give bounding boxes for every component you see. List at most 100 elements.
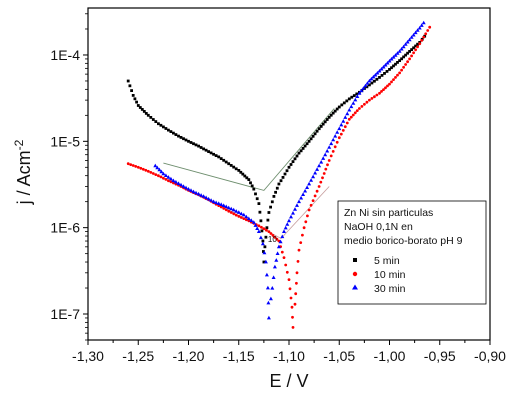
data-point	[167, 128, 170, 132]
data-point	[343, 125, 347, 129]
data-point	[401, 44, 406, 49]
data-point	[367, 78, 372, 83]
data-point	[391, 55, 396, 59]
data-point	[396, 61, 399, 64]
data-point	[355, 109, 359, 112]
data-point	[304, 220, 308, 224]
legend-entry-30-min: 30 min	[352, 283, 406, 295]
data-point	[311, 134, 315, 138]
data-point	[303, 144, 307, 148]
legend-label-5-min: 5 min	[374, 255, 400, 267]
series-1	[126, 34, 427, 264]
data-point	[333, 145, 337, 149]
data-point	[386, 84, 389, 88]
data-point	[242, 217, 246, 221]
data-point	[256, 229, 261, 233]
data-point	[378, 76, 381, 79]
data-point	[255, 197, 259, 201]
data-point	[394, 62, 397, 66]
legend-title-line-1: Zn Ni sin particulas	[344, 207, 433, 219]
data-point	[262, 227, 266, 231]
data-point	[204, 195, 209, 200]
data-point	[267, 211, 271, 214]
data-point	[350, 95, 354, 99]
data-point	[209, 151, 213, 155]
data-point	[299, 241, 303, 245]
data-point	[412, 51, 415, 55]
data-point	[319, 180, 323, 184]
data-point	[319, 125, 323, 128]
data-point	[275, 251, 280, 255]
data-point	[411, 32, 416, 37]
data-point	[263, 259, 268, 264]
data-point	[368, 98, 371, 102]
data-point	[341, 129, 345, 132]
data-point	[168, 176, 173, 181]
data-point	[297, 199, 301, 204]
data-point	[307, 181, 312, 186]
data-point	[262, 260, 266, 264]
data-point	[209, 198, 214, 202]
y-tick-labels: 1E-7 1E-6 1E-5 1E-4	[50, 47, 80, 322]
data-point	[294, 292, 298, 296]
data-point	[252, 187, 256, 191]
data-point	[291, 315, 294, 319]
data-point	[131, 94, 135, 97]
data-point	[311, 174, 316, 179]
data-point	[342, 101, 346, 105]
data-point	[251, 220, 256, 224]
data-point	[337, 105, 341, 109]
data-point	[129, 163, 133, 167]
data-point	[317, 127, 321, 131]
data-point	[335, 107, 339, 111]
data-point	[254, 192, 257, 196]
data-point	[271, 234, 275, 237]
data-point	[369, 76, 374, 81]
data-point	[424, 32, 428, 36]
data-point	[287, 218, 291, 223]
data-point	[323, 120, 327, 124]
data-point	[171, 178, 176, 183]
data-point	[135, 100, 138, 104]
data-point	[239, 211, 244, 216]
data-point	[172, 131, 175, 135]
data-point	[275, 237, 279, 241]
data-point	[161, 171, 166, 176]
data-point	[313, 132, 317, 136]
x-tick-label: -1,05	[323, 348, 355, 364]
data-point	[406, 60, 409, 64]
data-point	[186, 187, 191, 191]
data-point	[422, 35, 426, 39]
data-point	[404, 53, 407, 57]
data-point	[217, 155, 221, 159]
data-point	[390, 80, 393, 84]
data-point	[307, 208, 311, 212]
data-point	[419, 23, 424, 27]
data-point	[371, 74, 376, 79]
data-point	[365, 100, 369, 104]
data-point	[301, 192, 306, 196]
data-point	[157, 122, 160, 126]
data-point	[173, 179, 178, 184]
legend-entry-10-min: 10 min	[352, 269, 406, 281]
data-point	[407, 37, 412, 42]
data-point	[151, 172, 155, 175]
data-point	[232, 212, 236, 216]
data-point	[355, 92, 359, 96]
data-point	[140, 108, 144, 111]
legend-label-10-min: 10 min	[374, 269, 406, 281]
data-point	[293, 157, 297, 161]
series-layer	[126, 20, 432, 329]
data-point	[199, 146, 203, 149]
data-point	[149, 116, 153, 119]
data-point	[293, 302, 297, 306]
x-axis-title: E / V	[269, 371, 308, 391]
data-point	[214, 154, 218, 157]
data-point	[253, 223, 258, 227]
data-point	[291, 211, 295, 215]
data-point	[329, 141, 334, 146]
data-point	[288, 287, 292, 291]
data-point	[359, 88, 364, 93]
data-point	[323, 152, 328, 157]
data-point	[345, 111, 350, 116]
